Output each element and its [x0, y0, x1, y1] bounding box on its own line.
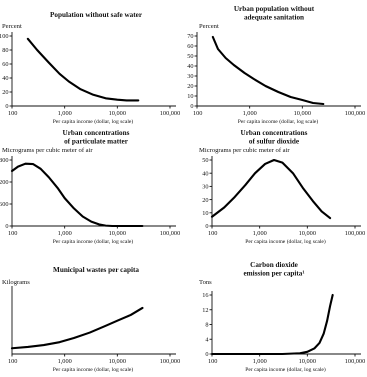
chart-5-xtick-label: 100 [208, 358, 217, 365]
chart-1-ytick-label: 40 [187, 63, 193, 70]
chart-0-xtick-label: 10,000 [109, 110, 126, 117]
chart-2-title: Urban concentrations [63, 129, 130, 137]
chart-1-ytick-label: 10 [187, 93, 193, 100]
chart-5-xtick-label: 1,000 [253, 358, 267, 365]
chart-3-series-line [210, 158, 332, 220]
chart-3-xtick-label: 100,000 [345, 230, 365, 237]
chart-4-ylabel: Kilograms [2, 279, 30, 286]
chart-4-xtick-label: 100 [8, 358, 17, 365]
chart-3-ylabel: Micrograms per cubic meter of air [199, 147, 290, 154]
chart-3-ytick-label: 20 [202, 197, 208, 204]
chart-5-ytick-label: 4 [205, 336, 209, 343]
chart-5-ytick-label: 8 [205, 322, 208, 329]
chart-5-axes [211, 291, 361, 355]
chart-4-xtick-label: 100,000 [160, 358, 180, 365]
chart-1-ylabel: Percent [199, 23, 219, 30]
chart-3-xtick-label: 10,000 [299, 230, 316, 237]
chart-1-xtick-label: 100 [193, 110, 202, 117]
chart-1-xtick-label: 1,000 [243, 110, 257, 117]
chart-1-title: Urban population without [234, 5, 315, 13]
chart-0-ytick-label: 60 [2, 61, 8, 68]
chart-3-title: of sulfur dioxide [249, 138, 299, 146]
chart-1-xlabel: Per capita income (dollar, log scale) [238, 118, 319, 125]
chart-0-ytick-label: 40 [2, 75, 8, 82]
chart-0-ytick-label: 100 [0, 33, 9, 40]
chart-1-ytick-label: 0 [190, 103, 193, 110]
chart-3-xlabel: Per capita income (dollar, log scale) [245, 238, 326, 245]
chart-3-xtick-label: 100 [208, 230, 217, 237]
chart-3-ytick-label: 40 [202, 170, 208, 177]
chart-2-xtick-label: 10,000 [109, 230, 126, 237]
chart-4-xtick-label: 10,000 [109, 358, 126, 365]
chart-1-ytick-label: 30 [187, 73, 193, 80]
chart-2-xlabel: Per capita income (dollar, log scale) [53, 238, 134, 245]
chart-1-xtick-label: 100,000 [345, 110, 365, 117]
chart-1-ytick-label: 50 [187, 53, 193, 60]
chart-3-ytick-label: 0 [205, 223, 208, 230]
chart-5-xtick-label: 100,000 [345, 358, 365, 365]
chart-2-xtick-label: 100,000 [160, 230, 180, 237]
chart-2-ytick-label: 0 [5, 223, 8, 230]
chart-3-ytick-label: 30 [202, 184, 208, 191]
chart-0-xtick-label: 100 [8, 110, 17, 117]
chart-5-xlabel: Per capita income (dollar, log scale) [245, 366, 326, 373]
chart-1-series-line [211, 35, 325, 106]
chart-0-xlabel: Per capita income (dollar, log scale) [53, 118, 134, 125]
chart-1-xtick-label: 10,000 [294, 110, 311, 117]
chart-4-axes [11, 286, 176, 355]
chart-0-ytick-label: 80 [2, 47, 8, 54]
chart-0-xtick-label: 100,000 [160, 110, 180, 117]
chart-5-title: Carbon dioxide [250, 261, 298, 269]
chart-0-ytick-label: 20 [2, 89, 8, 96]
chart-3-ytick-label: 10 [202, 210, 208, 217]
chart-1-ytick-label: 20 [187, 83, 193, 90]
chart-0-series-line [26, 37, 140, 102]
chart-5-series-line [210, 293, 334, 356]
chart-2-xtick-label: 1,000 [58, 230, 72, 237]
chart-0-xtick-label: 1,000 [58, 110, 72, 117]
chart-5-ytick-label: 16 [202, 292, 208, 299]
chart-2-ytick-label: 600 [0, 201, 9, 208]
chart-0-title: Population without safe water [50, 11, 143, 19]
chart-3-xtick-label: 1,000 [253, 230, 267, 237]
chart-2-ytick-label: 1,200 [0, 179, 9, 186]
chart-0-ytick-label: 0 [5, 103, 8, 110]
chart-1-title: adequate sanitation [244, 14, 304, 22]
chart-0-ylabel: Percent [2, 23, 22, 30]
chart-2-series-line [10, 162, 144, 228]
chart-5-ytick-label: 0 [205, 351, 208, 358]
chart-5-title: emission per capita¹ [243, 270, 304, 278]
chart-1-axes [196, 32, 361, 107]
chart-2-ytick-label: 1,800 [0, 157, 9, 164]
chart-5-ytick-label: 12 [202, 307, 208, 314]
chart-3-title: Urban concentrations [241, 129, 308, 137]
chart-5-ylabel: Tons [199, 279, 212, 286]
chart-1-ytick-label: 70 [187, 33, 193, 40]
chart-2-title: of particulate matter [64, 138, 129, 146]
chart-5-xtick-label: 10,000 [299, 358, 316, 365]
chart-3-ytick-label: 50 [202, 157, 208, 164]
chart-1-ytick-label: 60 [187, 43, 193, 50]
chart-4-xlabel: Per capita income (dollar, log scale) [53, 366, 134, 373]
chart-2-ylabel: Micrograms per cubic meter of air [2, 147, 93, 154]
chart-2-xtick-label: 100 [8, 230, 17, 237]
chart-4-title: Municipal wastes per capita [53, 266, 139, 274]
chart-4-series-line [10, 306, 144, 350]
chart-4-xtick-label: 1,000 [58, 358, 72, 365]
